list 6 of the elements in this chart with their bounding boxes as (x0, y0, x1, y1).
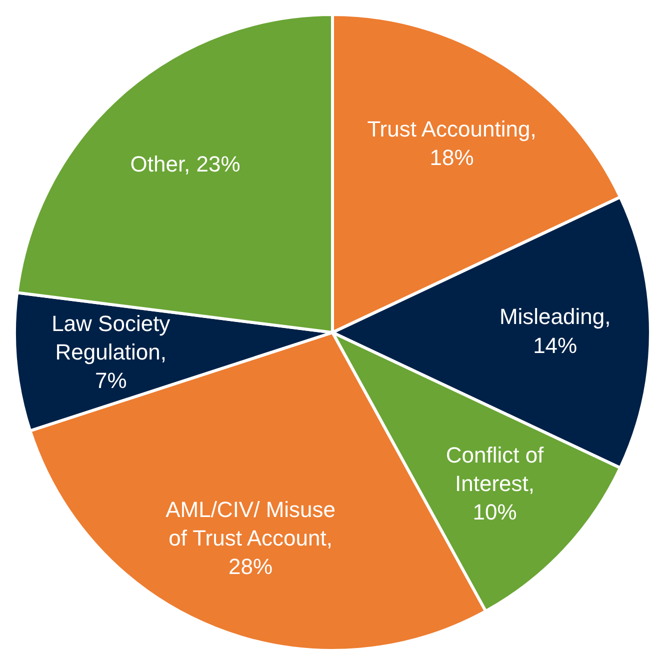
slice-label: AML/CIV/ Misuse of Trust Account, 28% (166, 496, 336, 579)
slice-label: Other, 23% (130, 151, 240, 176)
slice-label: Conflict of Interest, 10% (446, 442, 545, 524)
slice-label: Law Society Regulation, 7% (52, 310, 170, 393)
slice-label: Trust Accounting, 18% (367, 116, 536, 170)
slice-label: Misleading, 14% (499, 304, 611, 358)
